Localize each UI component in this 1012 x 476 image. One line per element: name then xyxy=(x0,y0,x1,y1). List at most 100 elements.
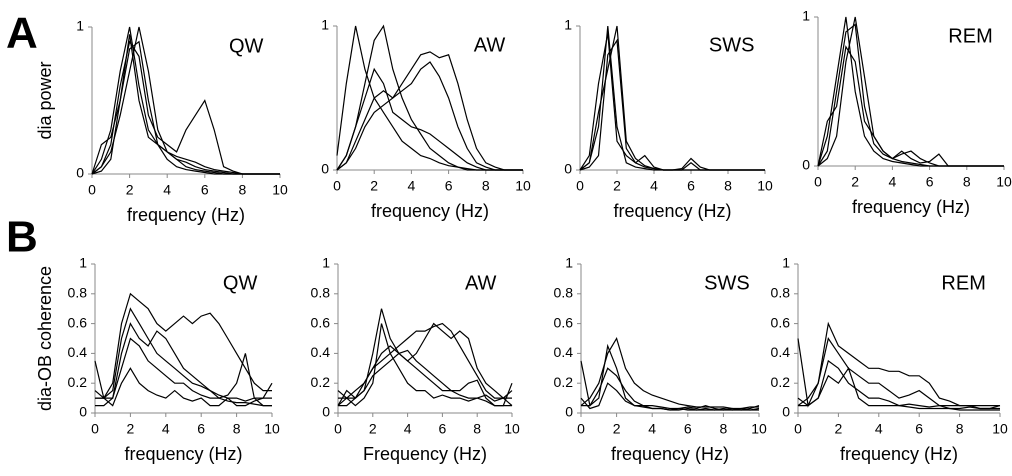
data-line xyxy=(95,322,272,407)
x-tick-label: 8 xyxy=(239,182,247,198)
y-tick-label: 1 xyxy=(79,255,87,271)
data-line xyxy=(338,322,513,399)
y-tick-label: 0.6 xyxy=(771,314,791,330)
x-tick-label: 6 xyxy=(926,174,934,190)
x-tick-label: 10 xyxy=(504,421,520,437)
y-tick-label: 1 xyxy=(564,17,572,33)
data-line xyxy=(91,40,280,175)
data-line xyxy=(797,321,1000,408)
y-tick-label: 0.4 xyxy=(68,344,88,360)
x-tick-label: 0 xyxy=(334,421,342,437)
y-tick-label: 0.8 xyxy=(68,285,88,301)
x-tick-label: 0 xyxy=(88,182,96,198)
chart-title: QW xyxy=(229,35,264,57)
x-tick-label: 10 xyxy=(515,178,531,194)
x-tick-label: 8 xyxy=(233,421,241,437)
chart-title: REM xyxy=(941,272,985,294)
data-line xyxy=(95,337,272,407)
x-tick-label: 6 xyxy=(684,421,692,437)
chart-title: REM xyxy=(948,25,992,47)
y-tick-label: 0.4 xyxy=(554,344,574,360)
data-line xyxy=(580,337,759,410)
y-tick-label: 1 xyxy=(802,8,810,24)
y-tick-label: 1 xyxy=(321,17,329,33)
chart-title: SWS xyxy=(704,272,750,294)
panel-label: B xyxy=(6,213,38,262)
y-tick-label: 0 xyxy=(321,161,329,177)
chart-title: SWS xyxy=(709,34,755,56)
data-line xyxy=(798,366,1000,411)
x-axis-label: frequency (Hz) xyxy=(613,201,731,221)
x-tick-label: 2 xyxy=(369,421,377,437)
x-axis-label: frequency (Hz) xyxy=(611,444,729,464)
y-tick-label: 0.8 xyxy=(311,285,331,301)
x-tick-label: 8 xyxy=(720,421,728,437)
y-tick-label: 0.6 xyxy=(311,314,331,330)
data-line xyxy=(338,322,512,407)
x-tick-label: 8 xyxy=(956,421,964,437)
x-tick-label: 2 xyxy=(851,174,859,190)
y-tick-label: 0.6 xyxy=(554,314,574,330)
x-tick-label: 6 xyxy=(197,421,205,437)
x-tick-label: 0 xyxy=(814,174,822,190)
x-tick-label: 8 xyxy=(473,421,481,437)
x-tick-label: 10 xyxy=(751,421,767,437)
y-tick-label: 1 xyxy=(565,255,573,271)
x-tick-label: 4 xyxy=(889,174,897,190)
x-tick-label: 6 xyxy=(915,421,923,437)
data-line xyxy=(797,337,1001,410)
y-tick-label: 0 xyxy=(76,165,84,181)
x-tick-label: 6 xyxy=(687,178,695,194)
y-tick-label: 0.4 xyxy=(771,344,791,360)
chart-title: AW xyxy=(465,272,497,294)
data-line xyxy=(91,34,280,175)
data-line xyxy=(337,349,513,407)
x-tick-label: 8 xyxy=(482,178,490,194)
x-tick-label: 8 xyxy=(724,178,732,194)
x-tick-label: 6 xyxy=(439,421,447,437)
x-tick-label: 10 xyxy=(996,174,1012,190)
y-tick-label: 0.8 xyxy=(554,285,574,301)
panel-label: A xyxy=(6,9,38,58)
x-tick-label: 10 xyxy=(757,178,773,194)
x-tick-label: 0 xyxy=(576,178,584,194)
data-line xyxy=(336,51,523,171)
x-tick-label: 4 xyxy=(648,421,656,437)
x-tick-label: 6 xyxy=(445,178,453,194)
x-axis-label: frequency (Hz) xyxy=(127,205,245,225)
x-tick-label: 0 xyxy=(91,421,99,437)
data-line xyxy=(94,307,272,402)
y-tick-label: 0.6 xyxy=(68,314,88,330)
chart-title: AW xyxy=(474,34,506,56)
x-tick-label: 2 xyxy=(613,178,621,194)
x-tick-label: 4 xyxy=(650,178,658,194)
y-tick-label: 0 xyxy=(322,404,330,420)
data-line xyxy=(336,67,523,171)
data-line xyxy=(91,40,280,175)
y-tick-label: 0.2 xyxy=(771,374,791,390)
y-tick-label: 1 xyxy=(322,255,330,271)
x-tick-label: 4 xyxy=(163,182,171,198)
y-tick-label: 1 xyxy=(782,255,790,271)
x-tick-label: 4 xyxy=(408,178,416,194)
data-line xyxy=(579,38,765,171)
data-line xyxy=(580,343,760,411)
y-tick-label: 0.2 xyxy=(311,374,331,390)
x-tick-label: 2 xyxy=(835,421,843,437)
data-line xyxy=(580,382,760,411)
y-tick-label: 0 xyxy=(802,157,810,173)
y-tick-label: 0.4 xyxy=(311,344,331,360)
x-tick-label: 4 xyxy=(875,421,883,437)
y-tick-label: 0 xyxy=(565,404,573,420)
y-tick-label: 0 xyxy=(564,161,572,177)
y-tick-label: 0 xyxy=(782,404,790,420)
data-line xyxy=(94,360,273,407)
x-tick-label: 0 xyxy=(333,178,341,194)
x-tick-label: 4 xyxy=(404,421,412,437)
x-axis-label: frequency (Hz) xyxy=(124,444,242,464)
x-tick-label: 2 xyxy=(370,178,378,194)
data-line xyxy=(336,61,523,171)
y-tick-label: 0.2 xyxy=(68,374,88,390)
data-line xyxy=(337,323,513,407)
